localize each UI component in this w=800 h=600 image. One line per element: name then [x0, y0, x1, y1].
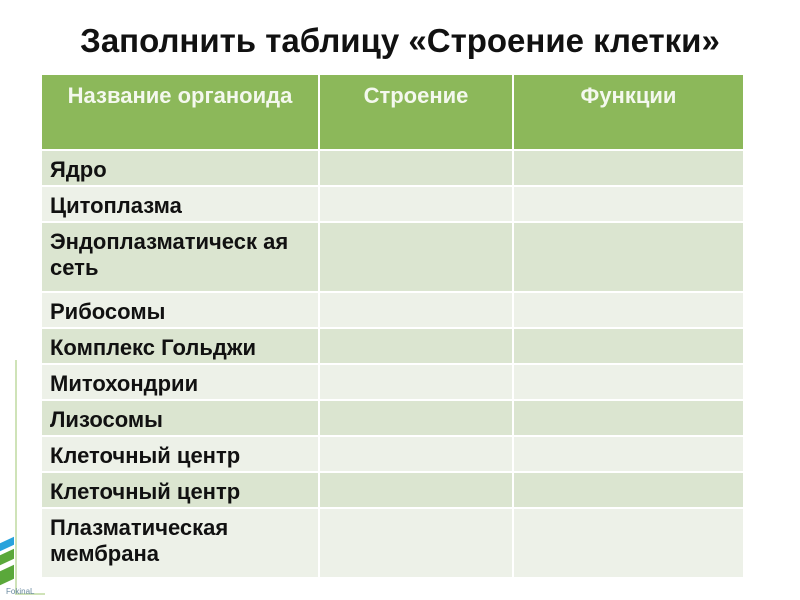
- organelle-name-cell: Лизосомы: [40, 399, 320, 437]
- footer-credit: FokinaL: [6, 587, 35, 596]
- organelle-name-cell: Рибосомы: [40, 291, 320, 329]
- function-cell[interactable]: [512, 507, 745, 579]
- organelle-name-cell: Клеточный центр: [40, 471, 320, 509]
- organelle-name-cell: Цитоплазма: [40, 185, 320, 223]
- structure-cell[interactable]: [318, 185, 514, 223]
- table-header-row: Название органоида Строение Функции: [40, 73, 745, 151]
- function-cell[interactable]: [512, 435, 745, 473]
- header-functions: Функции: [512, 73, 745, 151]
- structure-cell[interactable]: [318, 149, 514, 187]
- table-row: Комплекс Гольджи: [40, 327, 745, 365]
- structure-cell[interactable]: [318, 471, 514, 509]
- table-row: Митохондрии: [40, 363, 745, 401]
- table-row: Цитоплазма: [40, 185, 745, 223]
- function-cell[interactable]: [512, 327, 745, 365]
- function-cell[interactable]: [512, 221, 745, 293]
- table-row: Рибосомы: [40, 291, 745, 329]
- structure-cell[interactable]: [318, 327, 514, 365]
- function-cell[interactable]: [512, 291, 745, 329]
- function-cell[interactable]: [512, 471, 745, 509]
- function-cell[interactable]: [512, 399, 745, 437]
- table-row: Клеточный центр: [40, 435, 745, 473]
- header-structure: Строение: [318, 73, 514, 151]
- organelle-name-cell: Комплекс Гольджи: [40, 327, 320, 365]
- structure-cell[interactable]: [318, 399, 514, 437]
- organelle-name-cell: Плазматическая мембрана: [40, 507, 320, 579]
- function-cell[interactable]: [512, 185, 745, 223]
- organelle-name-cell: Митохондрии: [40, 363, 320, 401]
- decorative-stripe: [0, 564, 14, 586]
- table-row: Плазматическая мембрана: [40, 507, 745, 579]
- organelle-name-cell: Клеточный центр: [40, 435, 320, 473]
- cell-structure-table: Название органоида Строение Функции Ядро…: [40, 73, 745, 579]
- function-cell[interactable]: [512, 363, 745, 401]
- structure-cell[interactable]: [318, 291, 514, 329]
- table-row: Ядро: [40, 149, 745, 187]
- structure-cell[interactable]: [318, 435, 514, 473]
- structure-cell[interactable]: [318, 221, 514, 293]
- header-name: Название органоида: [40, 73, 320, 151]
- table-row: Клеточный центр: [40, 471, 745, 509]
- table-row: Эндоплазматическ ая сеть: [40, 221, 745, 293]
- decorative-stripe: [0, 548, 14, 566]
- structure-cell[interactable]: [318, 507, 514, 579]
- decorative-line: [15, 360, 17, 595]
- organelle-name-cell: Эндоплазматическ ая сеть: [40, 221, 320, 293]
- organelle-name-cell: Ядро: [40, 149, 320, 187]
- table-row: Лизосомы: [40, 399, 745, 437]
- function-cell[interactable]: [512, 149, 745, 187]
- decorative-line: [15, 593, 45, 595]
- slide-title: Заполнить таблицу «Строение клетки»: [80, 22, 720, 59]
- structure-cell[interactable]: [318, 363, 514, 401]
